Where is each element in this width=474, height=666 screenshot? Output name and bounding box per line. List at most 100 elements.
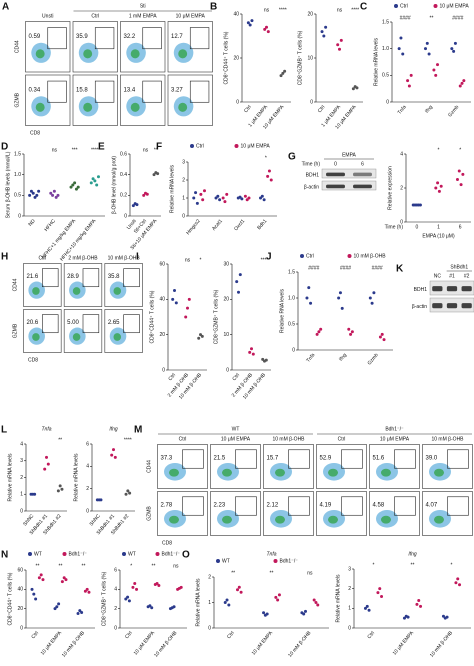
data-point <box>260 194 264 198</box>
data-point <box>315 332 319 336</box>
data-point <box>436 181 440 185</box>
x-tick-label: 10 mM β-OHB <box>61 630 87 659</box>
row-label: GZMB <box>12 323 18 338</box>
data-point <box>363 606 367 610</box>
y-tick-label: 40 <box>17 587 23 593</box>
cell-core <box>32 333 40 341</box>
data-point <box>199 192 203 196</box>
data-point <box>45 455 48 459</box>
gate-percent: 32.2 <box>124 34 136 40</box>
y-tick-label: 0 <box>348 625 351 631</box>
legend-label: Bdh1⁻/⁻ <box>162 551 181 557</box>
y-tick-label: 0 <box>310 99 313 105</box>
cell-core <box>32 287 40 295</box>
data-point <box>41 578 45 582</box>
gate-percent: 51.6 <box>373 455 385 461</box>
significance: ns <box>173 563 179 569</box>
significance: **** <box>351 7 359 13</box>
cell-core <box>328 468 338 477</box>
gate <box>235 449 257 469</box>
data-point <box>266 30 270 34</box>
data-point <box>202 189 206 193</box>
band <box>461 303 472 309</box>
lane-label: 0 <box>334 161 337 167</box>
column-header: 10 μM EMPA <box>380 436 410 442</box>
significance: ** <box>36 563 40 569</box>
gate-percent: 2.23 <box>214 502 226 508</box>
data-point <box>53 607 57 611</box>
y-tick-label: 0.5 <box>382 73 389 79</box>
y-tick-label: 2 <box>400 185 403 191</box>
y-axis-label: β-OHB level (mmol/g prot) <box>111 156 117 214</box>
y-tick-label: 60 <box>17 567 23 573</box>
legend-label: Ctrl <box>400 3 408 9</box>
data-point <box>237 585 241 589</box>
y-tick-label: 0 <box>208 625 211 631</box>
data-point <box>124 492 128 496</box>
y-tick-label: 0 <box>226 367 229 373</box>
data-point <box>64 578 68 582</box>
data-point <box>454 581 458 585</box>
band <box>326 184 345 189</box>
panel-label: I <box>136 252 139 263</box>
significance: * <box>459 147 461 153</box>
significance: *** <box>72 147 78 153</box>
data-point <box>317 330 321 334</box>
gate <box>341 449 363 469</box>
data-point <box>415 602 419 606</box>
legend-swatch <box>122 552 126 556</box>
legend-swatch <box>155 552 160 556</box>
legend-label: WT <box>222 558 230 564</box>
cell-core <box>328 515 338 524</box>
data-point <box>368 296 372 300</box>
significance: ** <box>59 563 63 569</box>
data-point <box>113 455 117 459</box>
gate-percent: 4.58 <box>373 502 385 508</box>
band <box>353 184 372 189</box>
significance: ** <box>231 570 235 576</box>
data-point <box>128 491 132 495</box>
band <box>461 286 472 292</box>
x-tick-label: Ctrl <box>317 104 327 114</box>
panel-label: B <box>210 2 217 13</box>
data-point <box>351 87 355 91</box>
y-tick-label: 0 <box>86 508 89 514</box>
cell-core <box>381 468 391 477</box>
data-point <box>340 306 344 310</box>
legend-swatch <box>216 559 220 563</box>
band <box>446 286 458 292</box>
y-tick-label: 0 <box>162 367 165 373</box>
x-tick-label: 10 μM EMPA <box>251 630 275 657</box>
data-point <box>250 19 254 23</box>
x-tick-label: Ctrl <box>243 104 253 114</box>
gate-percent: 0.59 <box>29 34 41 40</box>
data-point <box>33 195 37 199</box>
y-tick-label: 1 <box>348 606 351 612</box>
gate <box>189 80 210 103</box>
x-tick-label: Ctrl <box>231 372 241 382</box>
panel-label: J <box>266 252 272 263</box>
data-point <box>240 197 244 201</box>
cell-core <box>178 102 188 112</box>
data-point <box>436 63 440 67</box>
cell-core <box>275 468 285 477</box>
data-point <box>184 315 188 319</box>
data-point <box>95 183 99 187</box>
group-label: ShBdh1 <box>450 264 468 270</box>
cell-core <box>434 515 444 524</box>
data-point <box>269 178 273 182</box>
y-tick-label: 30 <box>223 261 229 267</box>
legend-label: 10 μM EMPA <box>440 3 470 9</box>
y-tick-label: 0 <box>400 219 403 225</box>
y-tick-label: 1.0 <box>382 46 389 52</box>
data-point <box>432 68 436 72</box>
band <box>432 303 443 309</box>
data-point <box>458 583 462 587</box>
significance: * <box>373 562 375 568</box>
gate-percent: 52.9 <box>320 455 332 461</box>
column-header: Unsti <box>42 13 53 19</box>
x-tick-label: Oxct1 <box>233 218 246 232</box>
legend-label: 10 μM EMPA <box>241 143 271 149</box>
data-point <box>316 603 320 607</box>
x-tick-label: 10 mM β-OHB <box>153 630 179 659</box>
